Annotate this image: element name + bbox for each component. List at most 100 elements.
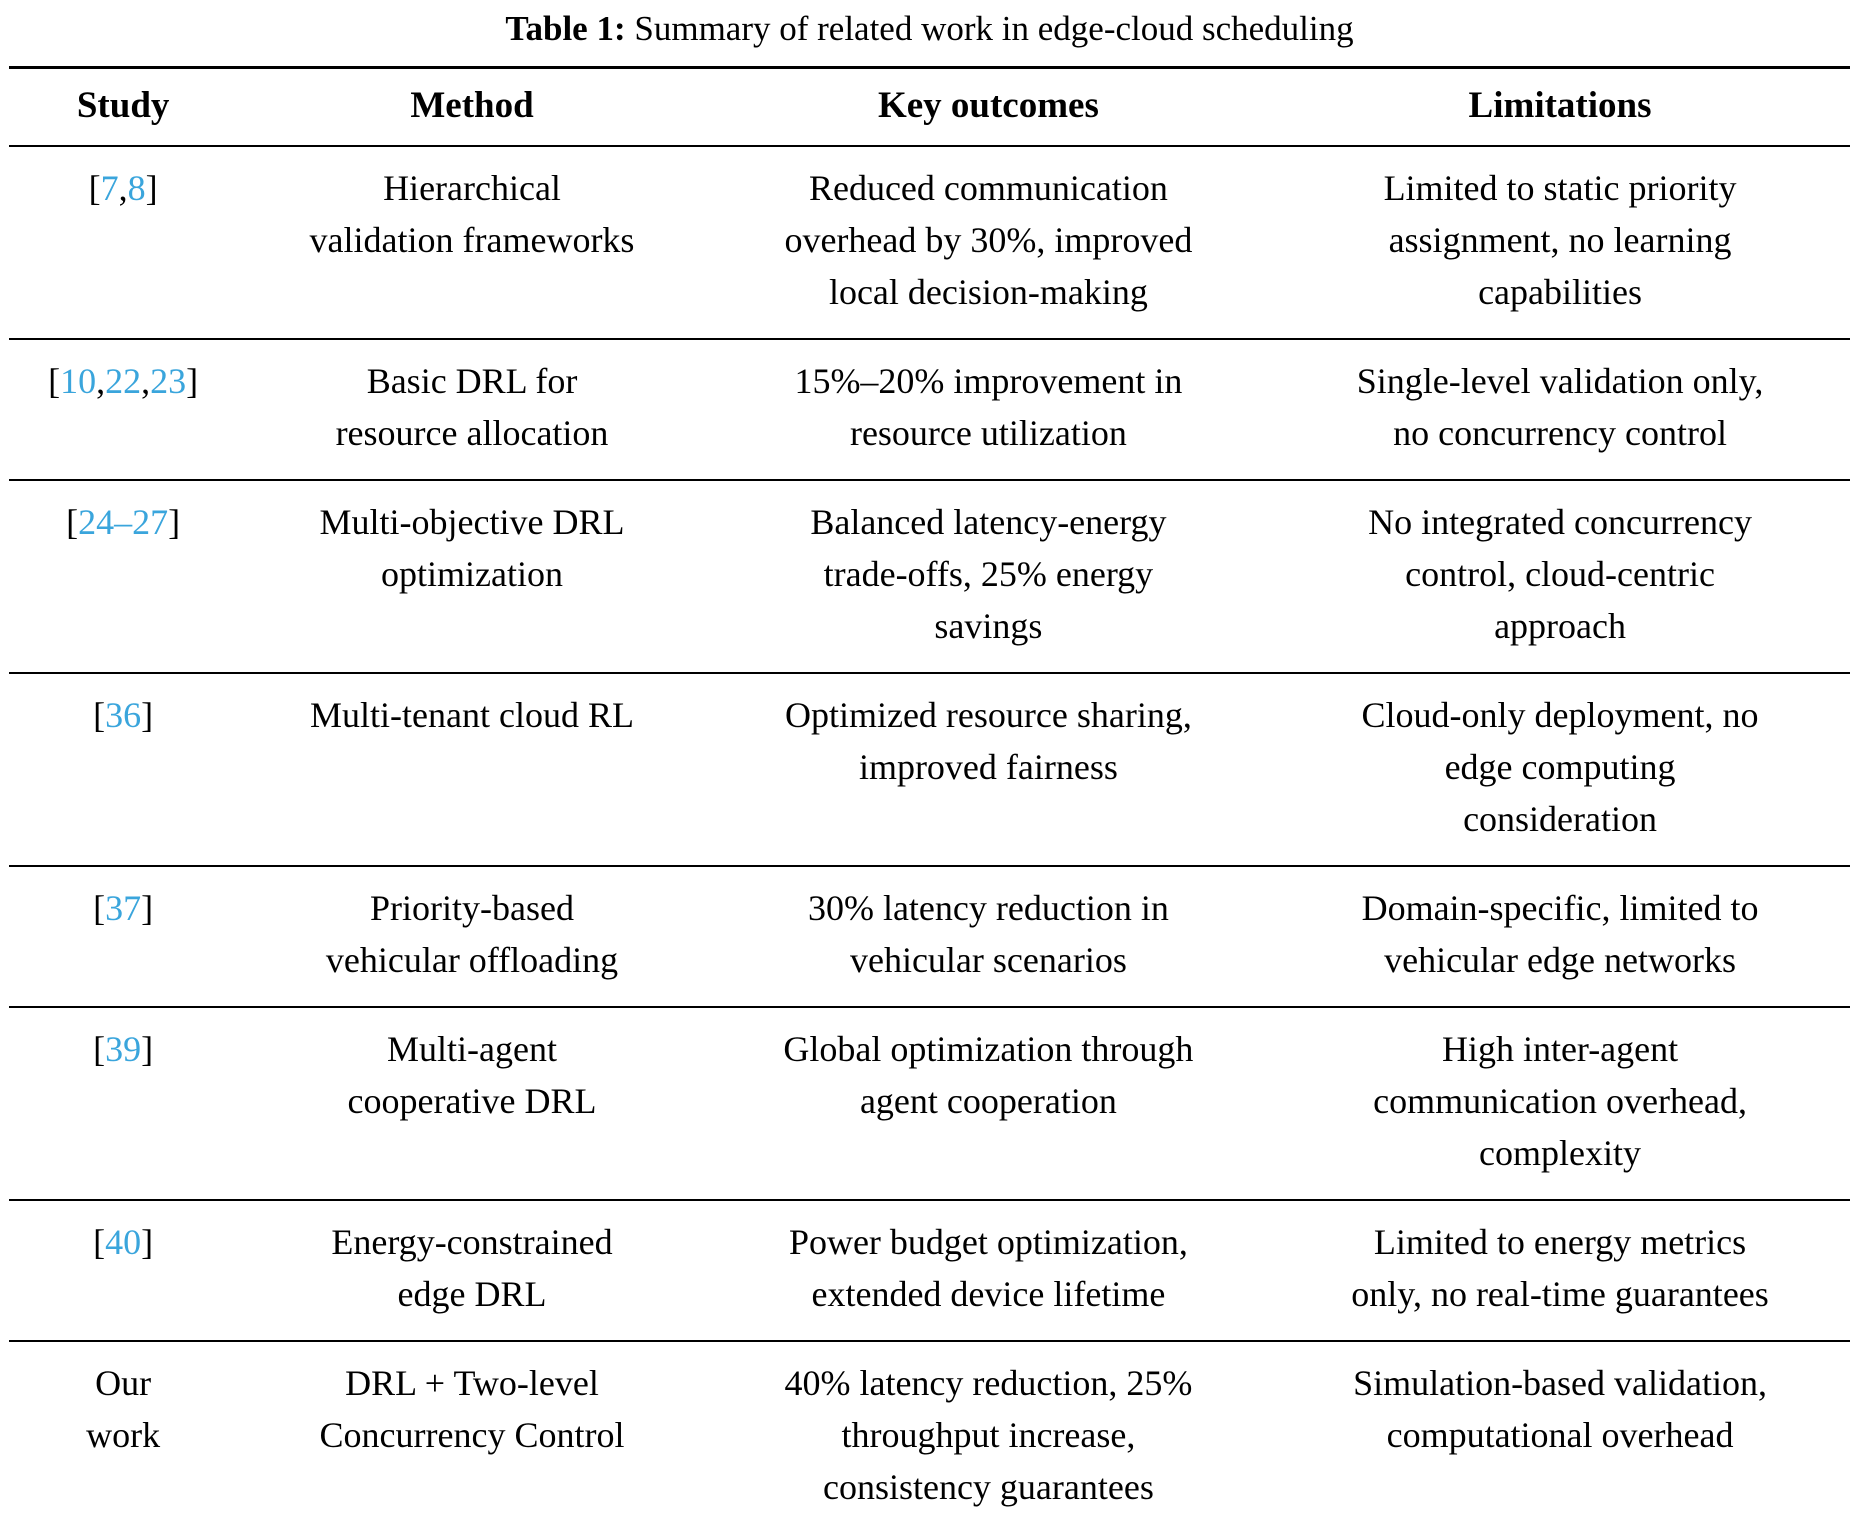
citation-bracket: [ [93, 1029, 106, 1069]
table-row: [10,22,23] Basic DRL for resource allocat… [9, 339, 1850, 480]
table-row: [37] Priority-based vehicular offloading 3… [9, 866, 1850, 1007]
study-label: Our work [86, 1363, 161, 1455]
limitations-text: Limited to static priority assignment, n… [1383, 168, 1737, 312]
citation-bracket: , [96, 361, 106, 401]
citation-ref[interactable]: 7 [100, 168, 119, 208]
method-text: Basic DRL for resource allocation [335, 361, 609, 453]
table-body: [7,8] Hierarchical validation frameworks R… [9, 146, 1850, 1529]
limitations-cell: High inter-agent communication overhead,… [1270, 1007, 1850, 1200]
citation-ref[interactable]: 10 [60, 361, 97, 401]
table-row: Our work DRL + Two-level Concurrency Cont… [9, 1341, 1850, 1529]
column-header-study: Study [76, 85, 170, 126]
outcomes-text: Reduced communication overhead by 30%, i… [784, 168, 1193, 312]
outcomes-text: Global optimization through agent cooper… [783, 1029, 1194, 1121]
citation-ref[interactable]: 8 [127, 168, 146, 208]
table-row: [40] Energy-constrained edge DRL Power bud… [9, 1200, 1850, 1341]
method-cell: Energy-constrained edge DRL [237, 1200, 706, 1341]
limitations-text: Cloud-only deployment, no edge computing… [1361, 695, 1759, 839]
study-cell: [7,8] [9, 146, 237, 339]
outcomes-cell: Reduced communication overhead by 30%, i… [707, 146, 1270, 339]
limitations-text: Domain-specific, limited to vehicular ed… [1361, 888, 1759, 980]
column-header-method: Method [410, 85, 534, 126]
study-cell: Our work [9, 1341, 237, 1529]
citation-bracket: [ [66, 502, 79, 542]
outcomes-text: 40% latency reduction, 25% throughput in… [784, 1363, 1193, 1507]
limitations-cell: Limited to static priority assignment, n… [1270, 146, 1850, 339]
citation-ref[interactable]: 22 [105, 361, 142, 401]
study-cell: [39] [9, 1007, 237, 1200]
method-cell: Hierarchical validation frameworks [237, 146, 706, 339]
citation-ref[interactable]: 23 [150, 361, 187, 401]
limitations-text: Simulation-based validation, computation… [1353, 1363, 1767, 1455]
method-text: Multi-agent cooperative DRL [347, 1029, 597, 1121]
limitations-cell: Simulation-based validation, computation… [1270, 1341, 1850, 1529]
study-cell: [37] [9, 866, 237, 1007]
outcomes-text: Balanced latency-energy trade-offs, 25% … [810, 502, 1167, 646]
table-row: [39] Multi-agent cooperative DRL Global op… [9, 1007, 1850, 1200]
method-cell: DRL + Two-level Concurrency Control [237, 1341, 706, 1529]
outcomes-cell: 30% latency reduction in vehicular scena… [707, 866, 1270, 1007]
method-cell: Priority-based vehicular offloading [237, 866, 706, 1007]
table-caption: Table 1: Summary of related work in edge… [9, 6, 1850, 52]
study-cell: [36] [9, 673, 237, 866]
method-text: Multi-tenant cloud RL [310, 695, 634, 735]
outcomes-text: Power budget optimization, extended devi… [788, 1222, 1188, 1314]
limitations-cell: Single-level validation only, no concurr… [1270, 339, 1850, 480]
limitations-text: Limited to energy metrics only, no real-… [1351, 1222, 1769, 1314]
citation-bracket: [ [93, 1222, 106, 1262]
outcomes-cell: Power budget optimization, extended devi… [707, 1200, 1270, 1341]
citation-bracket: ] [168, 502, 181, 542]
citation-bracket: ] [141, 1222, 154, 1262]
method-text: Multi-objective DRL optimization [319, 502, 625, 594]
method-text: Priority-based vehicular offloading [325, 888, 619, 980]
column-header-limitations: Limitations [1468, 85, 1652, 126]
citation-ref[interactable]: 24–27 [78, 502, 169, 542]
citation-bracket: ] [141, 1029, 154, 1069]
citation-bracket: , [118, 168, 128, 208]
method-cell: Multi-tenant cloud RL [237, 673, 706, 866]
method-cell: Multi-objective DRL optimization [237, 480, 706, 673]
citation-ref[interactable]: 37 [105, 888, 142, 928]
citation-ref[interactable]: 36 [105, 695, 142, 735]
outcomes-cell: Global optimization through agent cooper… [707, 1007, 1270, 1200]
study-cell: [40] [9, 1200, 237, 1341]
citation-ref[interactable]: 40 [105, 1222, 142, 1262]
outcomes-cell: 40% latency reduction, 25% throughput in… [707, 1341, 1270, 1529]
table-row: [24–27] Multi-objective DRL optimization B… [9, 480, 1850, 673]
method-text: Hierarchical validation frameworks [309, 168, 635, 260]
limitations-text: Single-level validation only, no concurr… [1356, 361, 1764, 453]
limitations-text: No integrated concurrency control, cloud… [1368, 502, 1752, 646]
header-row: Study Method Key outcomes Limitations [9, 68, 1850, 146]
outcomes-text: 30% latency reduction in vehicular scena… [807, 888, 1169, 980]
outcomes-cell: Optimized resource sharing, improved fai… [707, 673, 1270, 866]
citation-bracket: ] [145, 168, 158, 208]
citation-ref[interactable]: 39 [105, 1029, 142, 1069]
related-work-table: Study Method Key outcomes Limitations [7,8]… [9, 66, 1850, 1529]
caption-label: Table 1: [505, 9, 626, 48]
citation-bracket: ] [141, 695, 154, 735]
citation-bracket: [ [88, 168, 101, 208]
citation-bracket: [ [48, 361, 61, 401]
limitations-cell: Limited to energy metrics only, no real-… [1270, 1200, 1850, 1341]
table-row: [7,8] Hierarchical validation frameworks R… [9, 146, 1850, 339]
outcomes-text: 15%–20% improvement in resource utilizat… [794, 361, 1183, 453]
method-text: Energy-constrained edge DRL [331, 1222, 613, 1314]
limitations-text: High inter-agent communication overhead,… [1373, 1029, 1747, 1173]
outcomes-cell: Balanced latency-energy trade-offs, 25% … [707, 480, 1270, 673]
limitations-cell: Domain-specific, limited to vehicular ed… [1270, 866, 1850, 1007]
limitations-cell: Cloud-only deployment, no edge computing… [1270, 673, 1850, 866]
citation-bracket: ] [186, 361, 199, 401]
citation-bracket: ] [141, 888, 154, 928]
limitations-cell: No integrated concurrency control, cloud… [1270, 480, 1850, 673]
column-header-outcomes: Key outcomes [877, 85, 1099, 126]
table-row: [36] Multi-tenant cloud RL Optimized resou… [9, 673, 1850, 866]
method-cell: Multi-agent cooperative DRL [237, 1007, 706, 1200]
outcomes-text: Optimized resource sharing, improved fai… [784, 695, 1192, 787]
citation-bracket: [ [93, 695, 106, 735]
method-text: DRL + Two-level Concurrency Control [319, 1363, 625, 1455]
caption-text: Summary of related work in edge-cloud sc… [634, 9, 1354, 48]
study-cell: [10,22,23] [9, 339, 237, 480]
citation-bracket: , [141, 361, 151, 401]
table-header: Study Method Key outcomes Limitations [9, 68, 1850, 146]
